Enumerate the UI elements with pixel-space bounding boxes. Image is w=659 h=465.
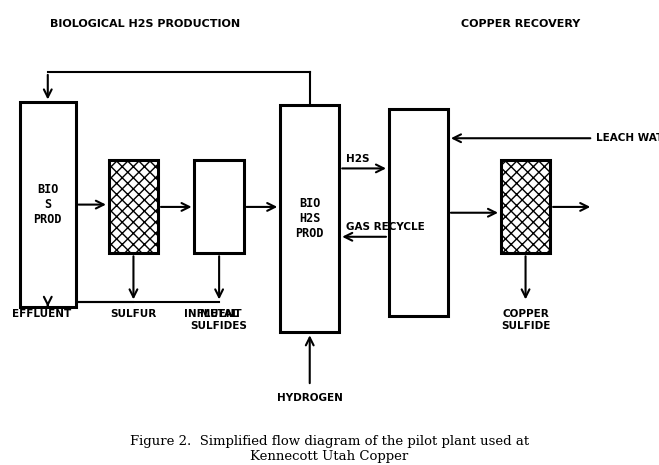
Bar (20, 102, 76, 307)
Text: BIO
H2S
PROD: BIO H2S PROD (295, 197, 324, 240)
Text: Figure 2.  Simplified flow diagram of the pilot plant used at
Kennecott Utah Cop: Figure 2. Simplified flow diagram of the… (130, 435, 529, 463)
Bar (501, 160, 550, 253)
Bar (389, 109, 448, 316)
Bar (501, 160, 550, 253)
Text: METAL
SULFIDES: METAL SULFIDES (190, 309, 248, 331)
Text: GAS RECYCLE: GAS RECYCLE (346, 222, 424, 232)
Text: EFFLUENT: EFFLUENT (12, 309, 71, 319)
Bar (109, 160, 158, 253)
Text: HYDROGEN: HYDROGEN (277, 393, 343, 403)
Text: LEACH WATER: LEACH WATER (596, 133, 659, 143)
Text: BIOLOGICAL H2S PRODUCTION: BIOLOGICAL H2S PRODUCTION (50, 19, 240, 29)
Text: H2S: H2S (346, 154, 370, 164)
Text: BIO
S
PROD: BIO S PROD (34, 183, 62, 226)
Bar (280, 105, 339, 332)
Text: COPPER RECOVERY: COPPER RECOVERY (461, 19, 580, 29)
Bar (194, 160, 244, 253)
Text: INFLUENT: INFLUENT (184, 309, 241, 319)
Bar (109, 160, 158, 253)
Text: COPPER
SULFIDE: COPPER SULFIDE (501, 309, 550, 331)
Text: SULFUR: SULFUR (110, 309, 157, 319)
